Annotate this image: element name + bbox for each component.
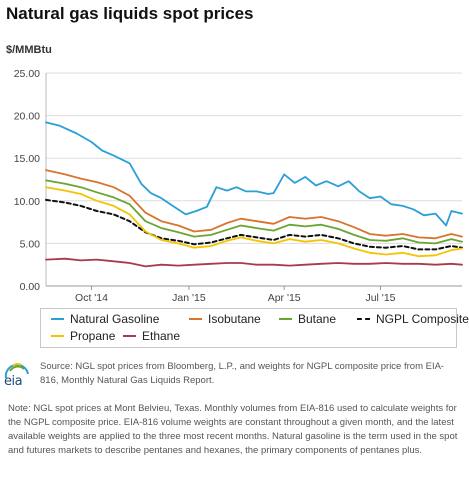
legend-item-butane[interactable]: Butane <box>279 312 336 326</box>
x-tick-label: Apr '15 <box>268 292 301 304</box>
y-tick-label: 25.00 <box>14 68 40 80</box>
series-line-propane <box>45 186 463 258</box>
legend-item-natural-gasoline[interactable]: Natural Gasoline <box>51 312 159 326</box>
series-line-ethane <box>45 257 463 268</box>
legend-swatch-ngpl-composite <box>357 318 370 320</box>
x-tick-label: Jul '15 <box>365 292 395 304</box>
legend-swatch-ethane <box>123 335 136 337</box>
y-tick-label: 20.00 <box>14 111 40 123</box>
x-tick-label: Jan '15 <box>172 292 206 304</box>
y-tick-labels: 0.00 5.00 10.00 15.00 20.00 25.00 <box>14 68 40 293</box>
legend-label-natural-gasoline: Natural Gasoline <box>70 312 160 326</box>
eia-logo-text: eia <box>4 374 23 389</box>
chart-title: Natural gas liquids spot prices <box>6 4 254 23</box>
legend-swatch-natural-gasoline <box>51 318 64 320</box>
chart-legend: Natural Gasoline Isobutane Butane NGPL C… <box>40 308 469 348</box>
legend-item-ethane[interactable]: Ethane <box>123 329 180 343</box>
y-tick-label: 0.00 <box>20 281 41 293</box>
series-lines <box>45 121 463 268</box>
grid-layer <box>45 72 462 287</box>
series-line-butane <box>45 179 463 245</box>
y-tick-label: 15.00 <box>14 153 40 165</box>
legend-item-propane[interactable]: Propane <box>51 329 115 343</box>
legend-swatch-isobutane <box>189 318 202 320</box>
line-chart: 0.00 5.00 10.00 15.00 20.00 25.00 Oct '14 Jan … <box>14 68 463 304</box>
legend-label-butane: Butane <box>298 312 337 326</box>
legend-label-isobutane: Isobutane <box>208 312 261 326</box>
x-tick-labels: Oct '14 Jan '15 Apr '15 Jul '15 <box>75 286 396 304</box>
legend-item-ngpl-composite[interactable]: NGPL Composite <box>357 312 469 326</box>
legend-label-propane: Propane <box>70 329 116 343</box>
series-line-ngpl-composite <box>45 198 463 251</box>
y-tick-label: 5.00 <box>20 238 41 250</box>
series-line-isobutane <box>45 169 463 240</box>
source-text: Source: NGL spot prices from Bloomberg, … <box>40 361 445 386</box>
legend-swatch-butane <box>279 318 292 320</box>
series-line-natural-gasoline <box>45 121 463 227</box>
legend-swatch-propane <box>51 335 64 337</box>
x-tick-label: Oct '14 <box>75 292 108 304</box>
legend-label-ethane: Ethane <box>142 329 181 343</box>
y-tick-label: 10.00 <box>14 196 40 208</box>
eia-logo-icon <box>4 362 29 379</box>
legend-item-isobutane[interactable]: Isobutane <box>189 312 261 326</box>
y-axis-unit-label: $/MMBtu <box>6 44 52 56</box>
legend-label-ngpl-composite: NGPL Composite <box>376 312 469 326</box>
note-text: Note: NGL spot prices at Mont Belvieu, T… <box>8 403 458 456</box>
